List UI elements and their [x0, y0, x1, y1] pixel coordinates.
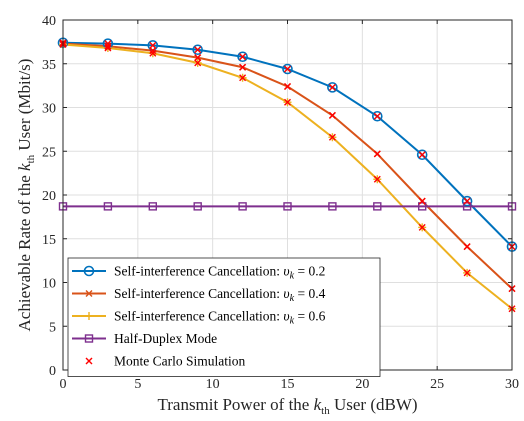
legend-swatch-marker [85, 357, 93, 365]
legend-item-5: Monte Carlo Simulation [85, 354, 245, 369]
monte-carlo-marker [239, 53, 247, 61]
legend-swatch-marker [83, 265, 95, 277]
series-1-marker [237, 51, 248, 63]
monte-carlo-marker [239, 63, 247, 71]
series-4-marker [103, 202, 113, 211]
y-tick-label: 25 [42, 145, 56, 160]
legend-label: Self-interference Cancellation: υk = 0.2 [114, 264, 325, 282]
legend-label: Monte Carlo Simulation [114, 354, 245, 369]
x-tick-label: 30 [505, 377, 519, 392]
y-tick-label: 5 [49, 320, 56, 335]
legend-swatch-marker [84, 334, 94, 343]
y-axis-label-main: Achievable Rate of the [15, 171, 34, 332]
y-axis-label-k: k [15, 163, 34, 171]
series-4-marker [193, 202, 202, 211]
y-tick-label: 30 [42, 102, 56, 117]
legend-label: Self-interference Cancellation: υk = 0.6 [114, 309, 326, 327]
legend-item-3: Self-interference Cancellation: υk = 0.6 [72, 309, 326, 327]
series-1-marker [282, 63, 293, 75]
x-tick-label: 20 [355, 377, 369, 392]
monte-carlo-marker [463, 269, 471, 277]
y-axis-label-sub: th [25, 154, 37, 163]
legend-item-2: Self-interference Cancellation: υk = 0.4 [72, 286, 326, 304]
legend-swatch-marker [85, 312, 93, 320]
monte-carlo-marker [418, 151, 426, 159]
series-4-marker [462, 202, 472, 211]
legend-swatch-marker [85, 290, 93, 297]
y-axis-label-tail: User (Mbit/s) [15, 59, 34, 155]
y-axis-label: Achievable Rate of the kth User (Mbit/s) [15, 59, 37, 332]
x-tick-label: 25 [430, 377, 444, 392]
y-tick-label: 0 [49, 364, 56, 379]
series-1-marker [327, 82, 338, 93]
monte-carlo-marker [328, 111, 336, 119]
legend-label: Self-interference Cancellation: υk = 0.4 [114, 286, 326, 304]
monte-carlo-marker [373, 150, 381, 158]
legend-item-1: Self-interference Cancellation: υk = 0.2 [72, 264, 325, 282]
legend-box [67, 257, 381, 377]
monte-carlo-marker [418, 197, 426, 205]
series-1-marker [192, 44, 203, 56]
series-4-marker [373, 202, 382, 211]
monte-carlo-marker [373, 112, 381, 120]
x-axis-label-main: Transmit Power of the [157, 395, 313, 414]
x-tick-label: 10 [206, 377, 220, 392]
monte-carlo-marker [284, 65, 291, 73]
x-axis-label-tail: User (dBW) [330, 395, 418, 414]
x-axis-label-sub: th [321, 405, 330, 417]
monte-carlo-marker [284, 83, 291, 90]
x-tick-label: 15 [281, 377, 295, 392]
series-4-marker [148, 202, 158, 211]
monte-carlo-marker [104, 44, 112, 52]
series-4-marker [238, 202, 247, 211]
x-axis-label: Transmit Power of the kth User (dBW) [157, 395, 417, 417]
legend-item-4: Half-Duplex Mode [72, 331, 217, 346]
y-tick-labels: 0 5 10 15 20 25 30 35 40 [42, 14, 56, 379]
monte-carlo-marker [373, 175, 381, 183]
legend-items: Self-interference Cancellation: υk = 0.2… [72, 264, 326, 369]
legend-label: Half-Duplex Mode [114, 331, 217, 346]
y-tick-label: 15 [42, 233, 56, 248]
y-tick-label: 20 [42, 189, 56, 204]
monte-carlo-marker [194, 54, 202, 62]
monte-carlo-marker [104, 42, 112, 50]
monte-carlo-marker [328, 133, 336, 141]
x-tick-labels: 0 5 10 15 20 25 30 [60, 377, 520, 392]
y-tick-label: 10 [42, 277, 56, 292]
monte-carlo-marker [194, 59, 202, 67]
monte-carlo-marker [463, 243, 471, 251]
monte-carlo-marker [284, 98, 291, 106]
series-1-marker [461, 195, 473, 207]
monte-carlo-marker [149, 47, 157, 55]
series-4-marker [283, 202, 292, 211]
monte-carlo-marker [239, 74, 247, 82]
legend: Self-interference Cancellation: υk = 0.2… [67, 257, 381, 377]
monte-carlo-marker [194, 46, 202, 54]
monte-carlo-marker [418, 223, 426, 231]
y-tick-label: 40 [42, 14, 56, 29]
series-4-marker [418, 202, 427, 211]
monte-carlo-marker [328, 83, 336, 91]
y-tick-label: 35 [42, 58, 56, 73]
monte-carlo-marker [149, 41, 157, 49]
series-1-marker [416, 149, 428, 161]
x-axis-label-k: k [314, 395, 322, 414]
series-1-marker [371, 110, 383, 122]
x-tick-label: 5 [134, 377, 141, 392]
x-tick-label: 0 [60, 377, 67, 392]
series-markers [57, 37, 518, 313]
monte-carlo-marker [149, 49, 157, 57]
series-4-marker [328, 202, 337, 211]
monte-carlo-marker [463, 197, 471, 205]
